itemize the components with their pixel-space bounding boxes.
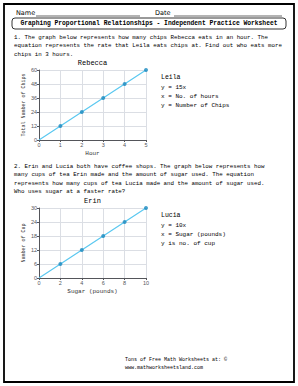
- svg-text:Who uses sugar at a faster rat: Who uses sugar at a faster rate?: [14, 188, 126, 195]
- svg-text:x = No. of hours: x = No. of hours: [161, 93, 219, 100]
- svg-text:24: 24: [31, 219, 37, 225]
- svg-text:Number of Cup: Number of Cup: [21, 223, 27, 262]
- svg-text:4: 4: [80, 280, 83, 286]
- svg-text:12: 12: [31, 123, 37, 129]
- svg-text:y = Number of Chips: y = Number of Chips: [161, 102, 230, 109]
- svg-text:1: 1: [59, 142, 62, 148]
- svg-text:4: 4: [123, 142, 126, 148]
- svg-text:0: 0: [33, 275, 37, 281]
- svg-text:Leila: Leila: [161, 74, 181, 81]
- svg-text:6: 6: [34, 261, 37, 267]
- svg-text:Erin: Erin: [84, 197, 101, 205]
- svg-text:Rebecca: Rebecca: [78, 59, 107, 67]
- svg-text:24: 24: [31, 109, 37, 115]
- svg-text:36: 36: [31, 95, 37, 101]
- svg-text:10: 10: [143, 280, 149, 286]
- svg-text:equation represents the rate t: equation represents the rate that Leila …: [14, 42, 282, 49]
- svg-text:18: 18: [31, 233, 37, 239]
- svg-text:0: 0: [33, 137, 37, 143]
- svg-text:y = 10x: y = 10x: [161, 222, 187, 229]
- svg-text:www.mathworksheetsland.com: www.mathworksheetsland.com: [125, 365, 203, 371]
- svg-text:Lucia: Lucia: [161, 212, 181, 219]
- svg-text:0: 0: [37, 280, 40, 286]
- svg-text:Tons of Free Math Worksheets a: Tons of Free Math Worksheets at: ©: [125, 356, 230, 363]
- svg-text:x = Sugar (pounds): x = Sugar (pounds): [161, 231, 226, 238]
- svg-text:Sugar (pounds): Sugar (pounds): [67, 288, 117, 295]
- svg-text:Name: Name: [16, 9, 35, 17]
- svg-text:5: 5: [144, 142, 147, 148]
- svg-text:1. The graph below represents: 1. The graph below represents how many c…: [14, 34, 268, 41]
- svg-text:8: 8: [123, 280, 126, 286]
- svg-text:0: 0: [37, 142, 40, 148]
- svg-text:2: 2: [59, 280, 62, 286]
- svg-text:Total Number of Chips: Total Number of Chips: [21, 73, 27, 136]
- svg-text:60: 60: [31, 67, 37, 73]
- svg-text:3: 3: [102, 142, 105, 148]
- svg-text:Hour: Hour: [85, 150, 100, 157]
- svg-text:chips in 3 hours.: chips in 3 hours.: [14, 51, 73, 58]
- svg-text:many cups of tea Erin made and: many cups of tea Erin made and the amoun…: [14, 171, 254, 178]
- svg-text:30: 30: [31, 205, 37, 211]
- svg-text:y = 15x: y = 15x: [161, 84, 187, 91]
- svg-text:6: 6: [102, 280, 105, 286]
- svg-text:48: 48: [31, 81, 37, 87]
- svg-text:Date: Date: [155, 9, 171, 17]
- svg-text:2: 2: [80, 142, 83, 148]
- svg-text:2. Erin and Lucia both have co: 2. Erin and Lucia both have coffee shops…: [14, 163, 265, 170]
- svg-text:y is no. of cup: y is no. of cup: [161, 240, 215, 247]
- svg-text:12: 12: [31, 247, 37, 253]
- svg-text:represents how many cups of te: represents how many cups of tea Lucia ma…: [14, 180, 264, 187]
- svg-text:Graphing Proportional Relation: Graphing Proportional Relationships - In…: [21, 20, 278, 27]
